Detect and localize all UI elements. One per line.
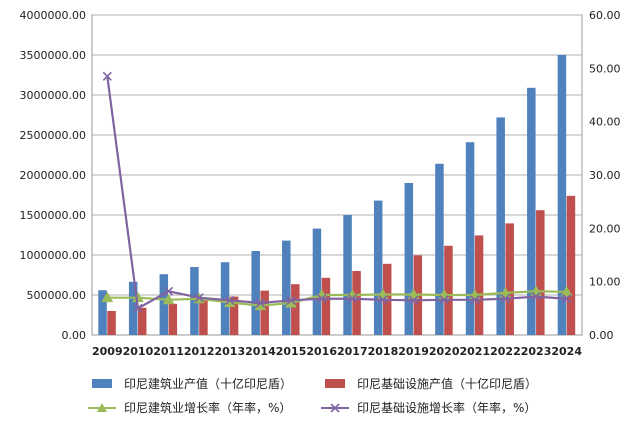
bar — [444, 245, 453, 335]
x-tick-label: 2023 — [521, 345, 552, 358]
line-point — [255, 298, 266, 308]
line-point — [163, 286, 174, 296]
x-tick-label: 2020 — [429, 345, 460, 358]
line-point — [531, 292, 541, 302]
bar — [229, 296, 239, 335]
bar — [505, 223, 514, 335]
bar — [260, 290, 269, 335]
line-point — [101, 291, 114, 303]
x-tick-label: 2012 — [184, 345, 215, 358]
x-tick-label: 2022 — [490, 345, 521, 358]
y-left-tick-label: 0.00 — [62, 329, 87, 342]
legend-marker — [97, 403, 107, 412]
bar — [98, 290, 107, 335]
line-point — [194, 293, 204, 303]
bar — [190, 267, 199, 335]
x-tick-label: 2018 — [368, 345, 399, 358]
legend-swatch — [92, 379, 112, 388]
x-tick-label: 2009 — [92, 345, 123, 358]
x-tick-label: 2015 — [276, 345, 307, 358]
x-tick-label: 2024 — [551, 345, 582, 358]
x-tick-label: 2017 — [337, 345, 368, 358]
y-left-tick-label: 500000.00 — [27, 289, 87, 302]
line-point — [317, 294, 327, 304]
line-point — [162, 293, 175, 305]
series-line — [106, 76, 567, 311]
x-tick-label: 2010 — [123, 345, 154, 358]
bar — [404, 183, 414, 335]
bar — [373, 200, 383, 335]
bar — [312, 228, 322, 335]
line-point — [560, 285, 573, 297]
bar — [251, 251, 260, 335]
x-tick-label: 2019 — [398, 345, 429, 358]
line-series — [101, 71, 573, 313]
y-left-tick-label: 1000000.00 — [20, 249, 86, 262]
bar — [168, 303, 178, 335]
bar — [566, 195, 576, 335]
legend-marker — [330, 403, 340, 413]
bar — [282, 240, 291, 335]
legend: 印尼建筑业产值（十亿印尼盾） 印尼基础设施产值（十亿印尼盾） 印尼建筑业增长率（年率… — [88, 376, 537, 415]
legend-label: 印尼建筑业产值（十亿印尼盾） — [124, 376, 292, 391]
y-left-tick-label: 3000000.00 — [20, 89, 86, 102]
x-tick-label: 2013 — [215, 345, 246, 358]
series-line — [107, 290, 567, 307]
bar — [557, 55, 567, 335]
y-right-tick-label: 0.00 — [589, 329, 614, 342]
y-left-tick-label: 2000000.00 — [20, 169, 86, 182]
bar — [220, 262, 230, 335]
bar — [128, 281, 138, 335]
bar — [107, 311, 116, 335]
line-point — [439, 295, 449, 305]
y-right-tick-label: 50.00 — [589, 62, 621, 75]
line-point — [499, 286, 512, 298]
y-left-tick-label: 3500000.00 — [20, 49, 86, 62]
y-right-tick-label: 10.00 — [589, 276, 621, 289]
line-point — [286, 295, 296, 305]
axis-labels: 0.00 500000.00 1000000.00 1500000.00 2000000… — [20, 9, 621, 358]
y-left-tick-label: 1500000.00 — [20, 209, 86, 222]
line-point — [407, 288, 420, 299]
bar — [536, 210, 545, 335]
line-point — [500, 294, 511, 304]
y-left-tick-label: 2500000.00 — [20, 129, 86, 142]
x-tick-label: 2014 — [245, 345, 276, 358]
legend-swatch — [325, 379, 345, 388]
x-tick-label: 2011 — [153, 345, 184, 358]
y-left-tick-label: 4000000.00 — [20, 9, 86, 22]
bar — [474, 235, 484, 335]
line-point — [562, 294, 572, 304]
bar — [465, 142, 475, 335]
line-point — [408, 295, 419, 305]
bar — [137, 307, 147, 335]
bar — [352, 271, 361, 335]
y-right-tick-label: 20.00 — [589, 222, 621, 235]
bar-series — [98, 55, 576, 336]
bar — [159, 274, 169, 335]
y-right-tick-label: 60.00 — [589, 9, 621, 22]
bar — [496, 117, 505, 336]
bar — [527, 87, 536, 335]
legend-label: 印尼基础设施增长率（年率，%） — [357, 400, 536, 415]
bar — [291, 284, 300, 335]
line-point — [470, 295, 480, 305]
legend-label: 印尼基础设施产值（十亿印尼盾） — [357, 376, 537, 391]
line-point — [133, 303, 143, 313]
x-tick-label: 2021 — [460, 345, 491, 358]
bar — [199, 300, 208, 335]
line-point — [225, 295, 235, 305]
bar — [343, 215, 352, 335]
bar — [435, 163, 444, 335]
line-point — [102, 71, 112, 81]
bar — [321, 277, 331, 335]
x-tick-label: 2016 — [306, 345, 337, 358]
line-point — [347, 294, 357, 304]
y-right-tick-label: 30.00 — [589, 169, 621, 182]
legend-label: 印尼建筑业增长率（年率，%） — [124, 400, 291, 415]
y-right-tick-label: 40.00 — [589, 116, 621, 129]
line-point — [378, 295, 388, 305]
